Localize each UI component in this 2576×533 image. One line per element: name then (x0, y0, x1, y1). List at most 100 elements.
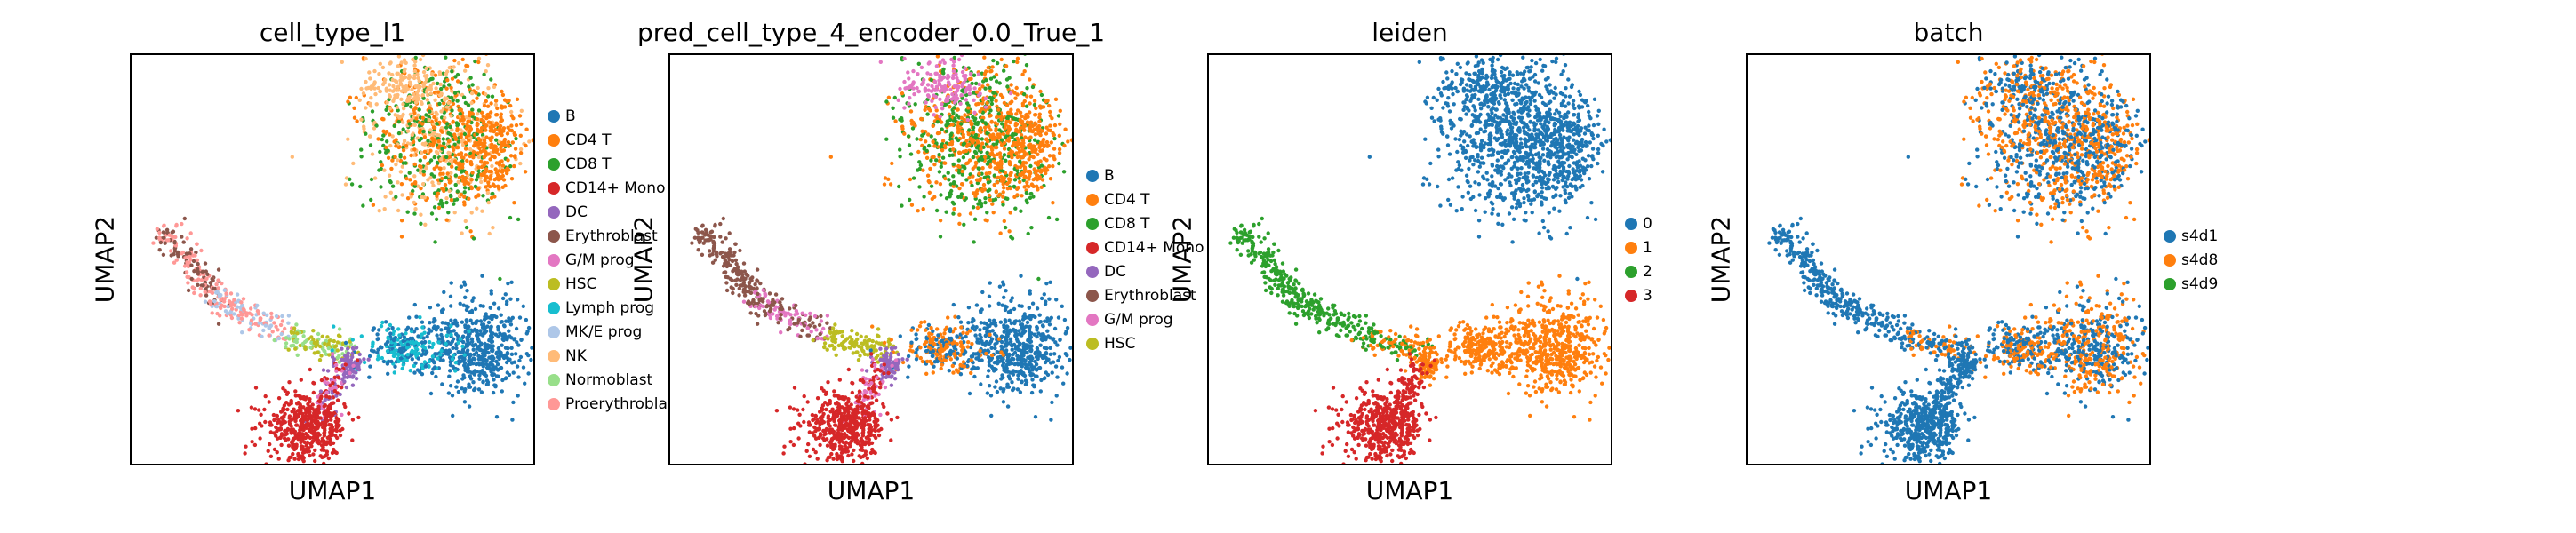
scatter-point (380, 65, 386, 70)
scatter-point (387, 93, 392, 98)
scatter-point (503, 346, 508, 350)
scatter-point (1057, 354, 1062, 360)
scatter-point (939, 193, 943, 197)
scatter-point (500, 185, 505, 189)
scatter-point (428, 142, 433, 147)
scatter-point (337, 423, 341, 427)
scatter-point (308, 453, 312, 458)
scatter-point (498, 276, 502, 282)
scatter-point (505, 299, 509, 304)
scatter-point (412, 111, 417, 115)
scatter-point (497, 173, 501, 178)
scatter-point (908, 177, 913, 182)
scatter-point (398, 153, 403, 157)
scatter-point (830, 326, 836, 330)
scatter-point (499, 145, 503, 150)
scatter-point (1044, 99, 1048, 104)
scatter-point (934, 208, 940, 213)
scatter-point (332, 410, 337, 416)
scatter-point (404, 144, 409, 148)
scatter-point (349, 182, 355, 187)
scatter-point (493, 365, 498, 370)
scatter-point (216, 278, 220, 282)
scatter-point (426, 161, 430, 166)
scatter-point (828, 155, 833, 159)
scatter-point (389, 166, 394, 171)
scatter-point (780, 297, 785, 301)
scatter-point (357, 361, 362, 366)
scatter-point (1036, 131, 1041, 136)
scatter-point (951, 68, 956, 74)
scatter-point (738, 278, 743, 282)
scatter-point (359, 334, 364, 338)
scatter-point (897, 184, 901, 189)
scatter-point (992, 173, 996, 178)
scatter-point (325, 418, 330, 423)
scatter-point (948, 182, 953, 187)
scatter-point (989, 145, 994, 149)
scatter-point (514, 352, 518, 356)
scatter-point (300, 411, 305, 416)
scatter-point (1024, 63, 1029, 68)
scatter-point (490, 346, 494, 352)
scatter-point (944, 129, 949, 133)
scatter-point (476, 193, 481, 197)
scatter-point (973, 160, 979, 165)
scatter-point (503, 292, 508, 297)
scatter-point (978, 328, 982, 332)
scatter-point (386, 371, 390, 376)
scatter-point (898, 117, 902, 122)
scatter-point (1029, 226, 1034, 230)
scatter-point (843, 338, 848, 343)
scatter-point (444, 125, 449, 130)
scatter-point (967, 158, 972, 163)
scatter-point (468, 128, 473, 133)
scatter-point (304, 338, 309, 343)
scatter-point (931, 123, 935, 128)
scatter-point (357, 352, 362, 357)
scatter-point (469, 100, 474, 106)
scatter-point (462, 282, 468, 287)
scatter-point (300, 437, 305, 442)
scatter-point (416, 334, 420, 338)
scatter-point (239, 300, 244, 305)
scatter-point (1019, 141, 1023, 146)
scatter-point (400, 346, 404, 351)
scatter-point (926, 107, 931, 111)
scatter-point (947, 178, 951, 182)
scatter-point (399, 89, 404, 93)
scatter-point (399, 115, 404, 119)
scatter-point (959, 192, 964, 196)
scatter-point (379, 185, 383, 189)
scatter-point (338, 334, 342, 338)
scatter-point (305, 440, 310, 445)
scatter-point (459, 284, 464, 289)
scatter-point (421, 69, 427, 75)
scatter-point (484, 175, 488, 179)
scatter-point (172, 249, 178, 253)
scatter-point (1057, 151, 1062, 155)
scatter-point (452, 198, 457, 203)
scatter-point (332, 338, 336, 344)
scatter-point (1010, 150, 1015, 155)
scatter-point (434, 110, 438, 115)
scatter-point (501, 338, 506, 343)
scatter-point (348, 339, 352, 344)
scatter-point (427, 86, 431, 91)
scatter-point (263, 394, 268, 399)
scatter-point (320, 334, 324, 338)
scatter-point (418, 171, 423, 175)
scatter-point (958, 101, 963, 106)
scatter-point (404, 161, 408, 165)
scatter-point (1008, 211, 1012, 215)
scatter-point (420, 372, 425, 377)
scatter-point (908, 197, 912, 203)
scatter-point (419, 221, 423, 226)
scatter-point (310, 402, 315, 407)
scatter-point (921, 207, 925, 211)
scatter-point (811, 338, 815, 343)
scatter-point (1001, 190, 1005, 195)
scatter-point (434, 217, 439, 221)
scatter-point (425, 73, 429, 78)
scatter-point (180, 221, 184, 227)
